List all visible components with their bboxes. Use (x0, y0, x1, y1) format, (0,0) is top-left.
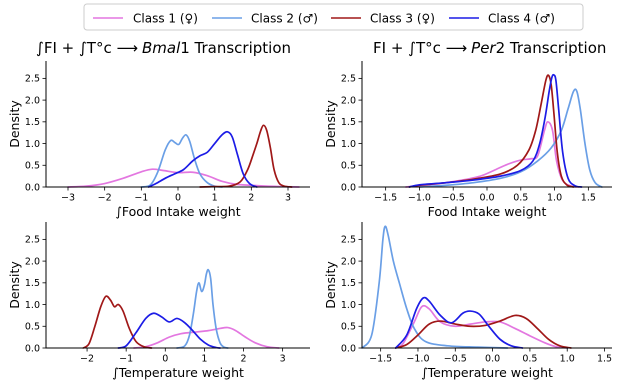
x-tick-label: 0.5 (513, 193, 528, 204)
y-tick-label: 2.5 (25, 74, 40, 85)
x-axis-label: ∫Temperature weight (421, 365, 553, 380)
x-tick-label: −1.5 (374, 193, 397, 204)
x-tick-label: −2 (80, 354, 94, 365)
x-tick-label: −0.5 (444, 354, 467, 365)
y-tick-label: 2.0 (25, 95, 40, 106)
y-tick-label: 0.0 (25, 343, 40, 354)
legend-entry-1: Class 1 (♀) (93, 12, 198, 26)
y-tick-label: 1.5 (25, 278, 40, 289)
x-tick-label: 1.5 (581, 193, 596, 204)
y-tick-label: 1.0 (25, 139, 40, 150)
right-column-title: FI + ∫T°c ⟶ Per2 Transcription (373, 39, 606, 57)
legend-entry-3: Class 3 (♀) (331, 12, 435, 26)
x-tick-label: −1.0 (406, 354, 429, 365)
x-tick-label: 0.0 (485, 354, 500, 365)
x-tick-label: 1.0 (560, 354, 575, 365)
density-curve-class-2 (361, 225, 509, 349)
y-tick-label: 0.0 (341, 343, 356, 354)
x-axis-label: ∫Food Intake weight (115, 204, 240, 219)
density-curve-class-1 (394, 304, 569, 349)
y-tick-label: 0.5 (341, 322, 356, 333)
density-curve-class-3 (394, 314, 572, 349)
y-tick-label: 0.0 (25, 182, 40, 193)
density-curve-class-2 (418, 88, 603, 188)
y-tick-label: 2.0 (25, 256, 40, 267)
legend-entry-4: Class 4 (♂) (449, 12, 555, 26)
density-curve-class-1 (133, 326, 280, 349)
y-tick-label: 0.5 (25, 161, 40, 172)
left-title-suffix: 1 Transcription (180, 39, 291, 57)
x-axis-label: Food Intake weight (428, 204, 547, 219)
x-tick-label: −2 (98, 193, 112, 204)
x-tick-label: −3 (61, 193, 75, 204)
y-tick-label: 1.0 (341, 300, 356, 311)
right-title-prefix: FI + ∫T°c ⟶ (373, 39, 467, 57)
y-axis-label: Density (7, 261, 22, 309)
y-tick-label: 2.5 (341, 74, 356, 85)
y-tick-label: 1.0 (341, 139, 356, 150)
x-tick-label: 3 (285, 193, 291, 204)
y-tick-label: 0.5 (25, 322, 40, 333)
panel-bottom-right: −1.5 −1.0 −0.5 0.0 0.5 1.0 1.5 0.0 0.5 1.0 1.5 2.0 2… (323, 222, 612, 380)
y-tick-label: 2.0 (341, 95, 356, 106)
x-tick-label: −1 (119, 354, 133, 365)
density-curve-class-4 (117, 312, 221, 349)
density-curve-class-3 (199, 124, 293, 188)
y-tick-label: 1.5 (25, 117, 40, 128)
legend-label-1: Class 1 (♀) (133, 12, 198, 26)
left-column-title: ∫FI + ∫T°c ⟶ Bmal1 Transcription (36, 39, 291, 57)
y-tick-label: 2.5 (25, 235, 40, 246)
x-tick-label: 0.5 (522, 354, 537, 365)
y-axis-label: Density (323, 100, 338, 148)
legend-label-4: Class 4 (♂) (488, 12, 555, 26)
x-tick-label: −1.5 (369, 354, 392, 365)
x-tick-label: 1.5 (597, 354, 612, 365)
x-tick-label: −1.0 (408, 193, 431, 204)
density-curve-class-4 (408, 73, 583, 188)
legend: Class 1 (♀) Class 2 (♂) Class 3 (♀) Clas… (83, 3, 584, 31)
x-tick-label: −1 (134, 193, 148, 204)
density-curve-class-3 (82, 295, 153, 349)
panel-top-left: −3 −2 −1 0 1 2 3 0.0 0.5 1.0 1.5 2.0 2.5 ∫Food Intake… (7, 61, 310, 219)
x-tick-label: 3 (280, 354, 286, 365)
panel-bottom-left: −2 −1 0 1 2 3 0.0 0.5 1.0 1.5 2.0 2.5 ∫Temperature w… (7, 222, 310, 380)
x-tick-label: 0 (175, 193, 181, 204)
x-tick-label: 2 (240, 354, 246, 365)
y-tick-label: 1.5 (341, 278, 356, 289)
x-tick-label: 1 (212, 193, 218, 204)
y-axis-label: Density (7, 100, 22, 148)
y-tick-label: 0.5 (341, 161, 356, 172)
axis-spines (45, 61, 310, 188)
x-tick-label: −0.5 (442, 193, 465, 204)
y-axis-label: Density (323, 261, 338, 309)
y-tick-label: 2.0 (341, 256, 356, 267)
legend-entry-2: Class 2 (♂) (212, 12, 318, 26)
density-curve-class-2 (176, 268, 229, 349)
right-title-suffix: 2 Transcription (496, 39, 607, 57)
x-axis-label: ∫Temperature weight (112, 365, 244, 380)
x-tick-label: 1 (201, 354, 207, 365)
legend-label-3: Class 3 (♀) (370, 12, 435, 26)
panel-top-right: −1.5 −1.0 −0.5 0.0 0.5 1.0 1.5 0.0 0.5 1.0 1.5 2.0 2… (323, 61, 612, 219)
axis-spines (45, 222, 310, 349)
density-curve-class-4 (147, 130, 258, 188)
x-tick-label: 0.0 (479, 193, 494, 204)
left-title-gene: Bmal (142, 39, 181, 57)
right-title-gene: Per (471, 39, 496, 57)
x-tick-label: 1.0 (547, 193, 562, 204)
x-tick-label: 0 (162, 354, 168, 365)
x-tick-label: 2 (248, 193, 254, 204)
density-curve-class-2 (140, 133, 223, 188)
density-curve-class-4 (394, 296, 524, 349)
y-tick-label: 0.0 (341, 182, 356, 193)
y-tick-label: 1.0 (25, 300, 40, 311)
density-curve-class-1 (67, 168, 300, 188)
legend-label-2: Class 2 (♂) (251, 12, 318, 26)
y-tick-label: 1.5 (341, 117, 356, 128)
y-tick-label: 2.5 (341, 235, 356, 246)
legend-frame (83, 3, 584, 31)
left-title-prefix: ∫FI + ∫T°c ⟶ (36, 39, 138, 57)
axis-spines (361, 61, 612, 188)
